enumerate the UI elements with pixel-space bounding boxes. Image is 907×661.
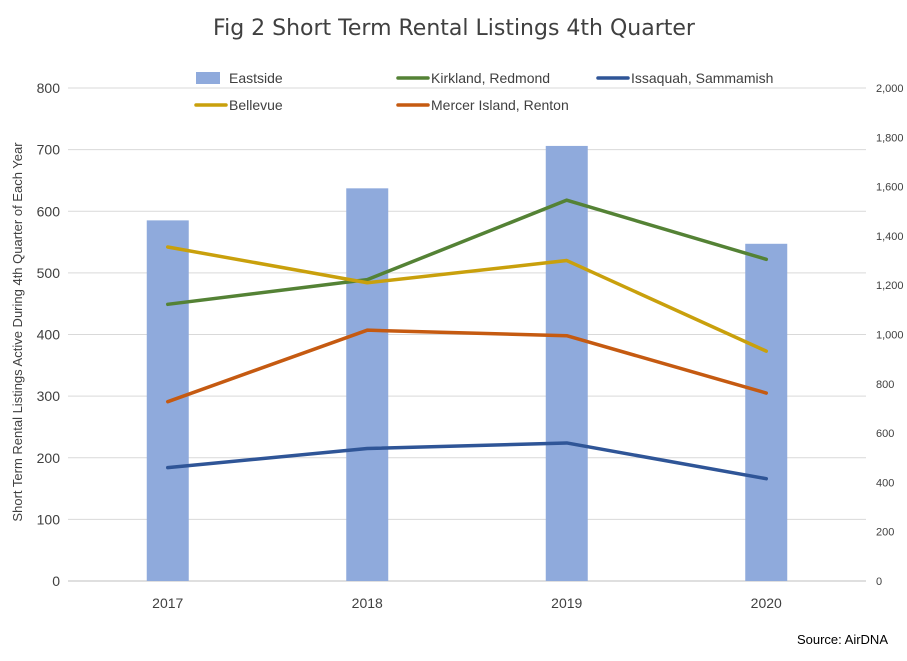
y-tick-label: 200 bbox=[37, 450, 61, 466]
x-tick-label: 2020 bbox=[751, 595, 782, 611]
y-tick-label: 0 bbox=[52, 573, 60, 589]
source-note: Source: AirDNA bbox=[797, 632, 888, 647]
y-tick-label: 500 bbox=[37, 265, 61, 281]
y2-tick-label: 1,000 bbox=[876, 330, 904, 342]
chart-title: Fig 2 Short Term Rental Listings 4th Qua… bbox=[213, 16, 696, 41]
legend-label: Kirkland, Redmond bbox=[431, 70, 550, 86]
x-tick-label: 2019 bbox=[551, 595, 582, 611]
legend-label: Bellevue bbox=[229, 97, 283, 113]
bar-series bbox=[146, 145, 788, 582]
bar bbox=[346, 188, 389, 581]
y2-tick-label: 2,000 bbox=[876, 83, 904, 95]
series-line bbox=[166, 198, 768, 307]
legend: Eastside Kirkland, Redmond Issaquah, Samma… bbox=[194, 70, 773, 113]
y-tick-label: 100 bbox=[37, 511, 61, 527]
y2-tick-label: 1,200 bbox=[876, 280, 904, 292]
y-tick-label: 300 bbox=[37, 388, 61, 404]
bar bbox=[745, 243, 788, 581]
y2-tick-label: 1,400 bbox=[876, 231, 904, 243]
y-axis-label: Short Term Rental Listings Active During… bbox=[10, 142, 25, 522]
y-tick-label: 800 bbox=[37, 80, 61, 96]
x-tick-label: 2018 bbox=[352, 595, 383, 611]
series-line bbox=[166, 245, 768, 353]
series-line bbox=[166, 441, 768, 481]
series-line bbox=[166, 328, 768, 404]
legend-label: Eastside bbox=[229, 70, 283, 86]
y2-tick-label: 800 bbox=[876, 379, 894, 391]
x-tick-label: 2017 bbox=[152, 595, 183, 611]
y2-tick-label: 0 bbox=[876, 576, 882, 588]
y-tick-label: 700 bbox=[37, 142, 61, 158]
legend-label: Mercer Island, Renton bbox=[431, 97, 569, 113]
y2-tick-label: 400 bbox=[876, 477, 894, 489]
y2-tick-label: 1,800 bbox=[876, 132, 904, 144]
bar bbox=[545, 145, 588, 582]
y2-tick-label: 200 bbox=[876, 527, 894, 539]
axis-ticks: 0 100 200 300 400 500 600 700 800 0 200 400 600 800 1,… bbox=[37, 80, 904, 611]
y2-tick-label: 600 bbox=[876, 428, 894, 440]
legend-label: Issaquah, Sammamish bbox=[631, 70, 773, 86]
y2-tick-label: 1,600 bbox=[876, 182, 904, 194]
y-tick-label: 400 bbox=[37, 327, 61, 343]
line-series bbox=[166, 198, 768, 481]
y-tick-label: 600 bbox=[37, 203, 61, 219]
legend-swatch bbox=[196, 72, 220, 84]
